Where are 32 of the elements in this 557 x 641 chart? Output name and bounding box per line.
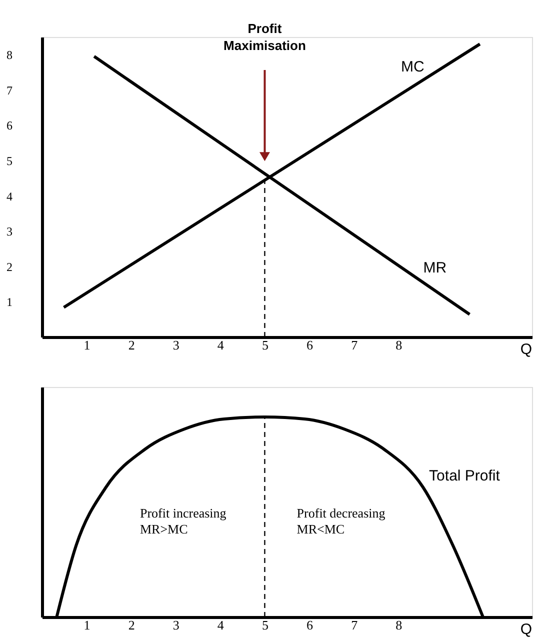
x-axis-title: Q [520, 621, 532, 638]
x-tick-label: 7 [351, 338, 358, 352]
annotation: Profit Maximisation [224, 21, 306, 53]
x-tick-label: 8 [396, 338, 402, 352]
x-tick-label: 5 [262, 338, 268, 352]
x-tick-label: 4 [217, 338, 224, 352]
x-tick-label: 4 [217, 618, 224, 632]
y-tick-label: 2 [6, 260, 12, 274]
x-tick-label: 5 [262, 618, 268, 632]
x-tick-label: 2 [128, 618, 135, 632]
x-tick-label: 7 [351, 618, 358, 632]
x-axis-title: Q [520, 341, 532, 358]
x-tick-label: 1 [84, 338, 90, 352]
y-tick-label: 1 [6, 295, 12, 310]
x-tick-label: 6 [306, 338, 314, 352]
y-tick-label: 3 [6, 224, 12, 239]
x-tick-label: 1 [84, 618, 90, 632]
x-tick-label: 3 [172, 338, 180, 352]
y-tick-label: 7 [6, 83, 12, 98]
y-tick-label: 8 [6, 48, 12, 62]
y-tick-label: 5 [6, 154, 12, 168]
x-tick-label: 8 [396, 618, 402, 632]
annotation: Profit decreasing MR<MC [296, 506, 386, 536]
y-tick-label: 4 [6, 189, 12, 204]
y-tick-label: 6 [6, 118, 12, 133]
series-label: MC [400, 58, 424, 76]
series-label: Total Profit [429, 467, 501, 484]
x-tick-label: 2 [128, 338, 135, 352]
series-label: MR [423, 260, 447, 277]
x-tick-label: 3 [172, 618, 180, 632]
annotation: Profit increasing MR>MC [140, 506, 227, 536]
x-tick-label: 6 [306, 618, 314, 632]
